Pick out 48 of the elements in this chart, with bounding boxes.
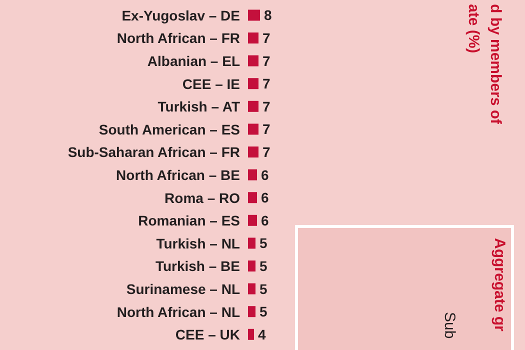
bar: [248, 328, 254, 340]
y-tick-label: Sub-Saharan African – FR: [68, 144, 240, 160]
data-label: 5: [260, 235, 268, 252]
data-label: 6: [261, 166, 269, 183]
y-tick-label: Romanian – ES: [138, 212, 240, 229]
bar: [248, 306, 256, 318]
y-tick-label: Surinamese – NL: [126, 280, 240, 297]
bar: [248, 32, 258, 44]
bar: [248, 169, 257, 180]
data-label: 7: [262, 144, 270, 160]
y-tick-label: North African – BE: [116, 166, 240, 183]
data-label: 4: [258, 326, 266, 342]
bar: [248, 78, 258, 90]
y-tick-label: CEE – IE: [182, 76, 240, 92]
data-label: 7: [262, 98, 270, 114]
y-tick-label: Roma – RO: [164, 190, 240, 206]
data-label: 5: [260, 280, 268, 297]
text: Aggregate gr: [491, 238, 508, 332]
bar: [248, 214, 257, 226]
data-label: 7: [262, 30, 270, 46]
y-tick-label: Turkish – BE: [155, 258, 240, 274]
bar: [248, 55, 258, 66]
y-tick-label: Turkish – NL: [156, 235, 240, 252]
data-label: 7: [262, 121, 270, 138]
y-tick-label: South American – ES: [98, 121, 240, 138]
data-label: 7: [262, 52, 270, 69]
y-tick-label: North African – NL: [116, 304, 240, 320]
bar: [248, 100, 258, 112]
text: d by members of ate (%): [464, 4, 505, 126]
data-label: 5: [260, 258, 268, 274]
data-label: 5: [260, 304, 268, 320]
bar: [248, 192, 257, 204]
y-tick-label: Turkish – AT: [158, 98, 240, 115]
data-label: 7: [262, 76, 270, 92]
y-tick-label: Albanian – EL: [147, 52, 240, 69]
bar: [248, 260, 256, 272]
data-label: 8: [264, 7, 272, 24]
bar: [248, 124, 258, 135]
data-label: 6: [261, 190, 269, 206]
bar: [248, 238, 256, 249]
y-tick-label: Ex-Yugoslav – DE: [122, 7, 240, 24]
data-label: 6: [261, 212, 269, 228]
y-tick-label: North African – FR: [116, 30, 240, 46]
bar: [248, 146, 258, 158]
y-tick-label: CEE – UK: [175, 326, 240, 343]
bar: [248, 10, 260, 21]
text: Sub: [441, 312, 458, 339]
bar: [248, 283, 256, 294]
